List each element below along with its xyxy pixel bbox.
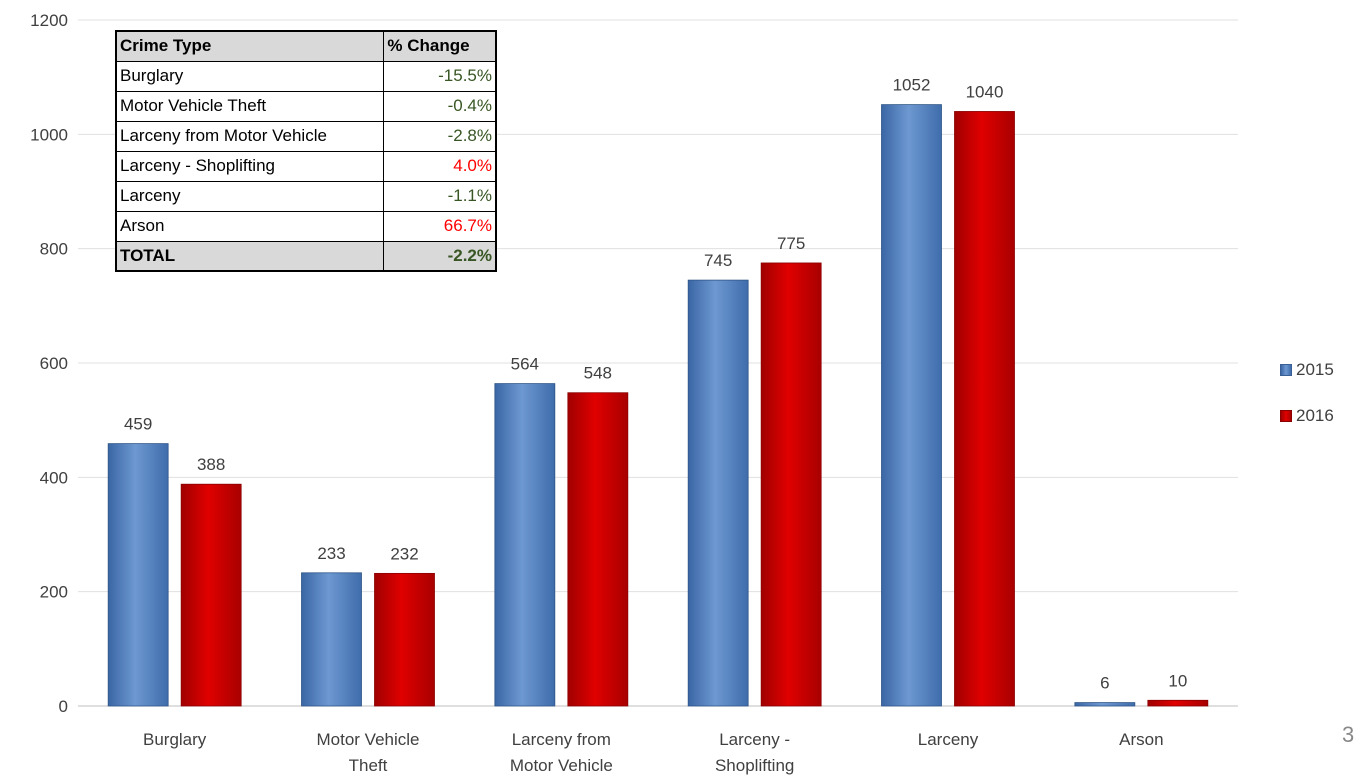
bar-2015 [881, 104, 942, 707]
crime-type-cell: Larceny from Motor Vehicle [115, 120, 385, 152]
y-axis: 0 200 400 600 800 1000 1200 [30, 11, 68, 716]
crime-type-cell: Larceny - Shoplifting [115, 150, 385, 182]
table-row: Larceny - Shoplifting 4.0% [115, 150, 497, 182]
legend-swatch-2015 [1280, 364, 1292, 376]
x-tick-label: Motor Vehicle [510, 756, 613, 775]
crime-type-cell: Motor Vehicle Theft [115, 90, 385, 122]
legend-label-2015: 2015 [1296, 360, 1334, 379]
header-crime-type: Crime Type [115, 30, 385, 62]
bar-2015 [687, 279, 749, 707]
percent-change-cell: -2.8% [383, 120, 497, 152]
data-label: 564 [511, 355, 539, 374]
data-label: 548 [584, 364, 612, 383]
x-tick-label: Larceny - [719, 730, 790, 749]
y-tick-label: 800 [40, 240, 68, 259]
legend-item-2016: 2016 [1280, 404, 1334, 428]
data-label: 233 [317, 544, 345, 563]
x-tick-label: Motor Vehicle [317, 730, 420, 749]
percent-change-cell: 66.7% [383, 210, 497, 242]
header-percent-change: % Change [383, 30, 497, 62]
y-tick-label: 1200 [30, 11, 68, 30]
table-row: Larceny from Motor Vehicle -2.8% [115, 120, 497, 152]
x-tick-label: Shoplifting [715, 756, 794, 775]
data-label: 6 [1100, 674, 1109, 693]
table-row: Arson 66.7% [115, 210, 497, 242]
table-total-row: TOTAL -2.2% [115, 240, 497, 272]
x-axis: Burglary Motor Vehicle Theft Larceny from Mo… [143, 730, 1164, 775]
data-label: 1040 [966, 82, 1004, 101]
y-tick-label: 0 [59, 697, 68, 716]
x-tick-label: Theft [349, 756, 388, 775]
percent-change-cell: -1.1% [383, 180, 497, 212]
table-row: Larceny -1.1% [115, 180, 497, 212]
percent-change-cell: -15.5% [383, 60, 497, 92]
x-tick-label: Burglary [143, 730, 207, 749]
data-label: 775 [777, 234, 805, 253]
data-label: 1052 [893, 76, 931, 95]
data-label: 745 [704, 251, 732, 270]
page-number: 3 [1342, 722, 1355, 747]
percent-change-cell: -2.2% [383, 240, 497, 272]
bar-2015 [494, 383, 556, 707]
bar-2016 [760, 262, 822, 707]
data-label: 459 [124, 415, 152, 434]
x-tick-label: Arson [1119, 730, 1163, 749]
bar-2016 [180, 483, 242, 707]
y-tick-label: 600 [40, 354, 68, 373]
table-body: Burglary -15.5% Motor Vehicle Theft -0.4% La… [115, 60, 497, 272]
legend-item-2015: 2015 [1280, 358, 1334, 382]
crime-type-cell: Burglary [115, 60, 385, 92]
percent-change-table: Crime Type % Change Burglary -15.5% Motor … [115, 30, 497, 272]
table-row: Motor Vehicle Theft -0.4% [115, 90, 497, 122]
bar-2015 [107, 443, 169, 707]
bar-2016 [1147, 699, 1209, 707]
y-tick-label: 200 [40, 583, 68, 602]
x-tick-label: Larceny from [512, 730, 611, 749]
data-label: 232 [390, 544, 418, 563]
legend-swatch-2016 [1280, 410, 1292, 422]
bar-2015 [301, 572, 362, 707]
bar-2016 [374, 572, 435, 707]
data-label: 10 [1168, 671, 1187, 690]
percent-change-cell: -0.4% [383, 90, 497, 122]
y-tick-label: 1000 [30, 125, 68, 144]
legend-label-2016: 2016 [1296, 406, 1334, 425]
bar-2016 [567, 392, 629, 707]
bar-2015 [1074, 702, 1136, 707]
x-tick-label: Larceny [918, 730, 979, 749]
bars: 459 388 233 232 564 548 745 775 1052 1040 6 10 [107, 76, 1209, 707]
table-header-row: Crime Type % Change [115, 30, 497, 62]
table-row: Burglary -15.5% [115, 60, 497, 92]
y-tick-label: 400 [40, 468, 68, 487]
percent-change-cell: 4.0% [383, 150, 497, 182]
legend: 2015 2016 [1280, 358, 1334, 450]
data-label: 388 [197, 455, 225, 474]
crime-type-cell: Arson [115, 210, 385, 242]
crime-type-cell: Larceny [115, 180, 385, 212]
crime-type-cell: TOTAL [115, 240, 385, 272]
bar-2016 [954, 111, 1015, 707]
